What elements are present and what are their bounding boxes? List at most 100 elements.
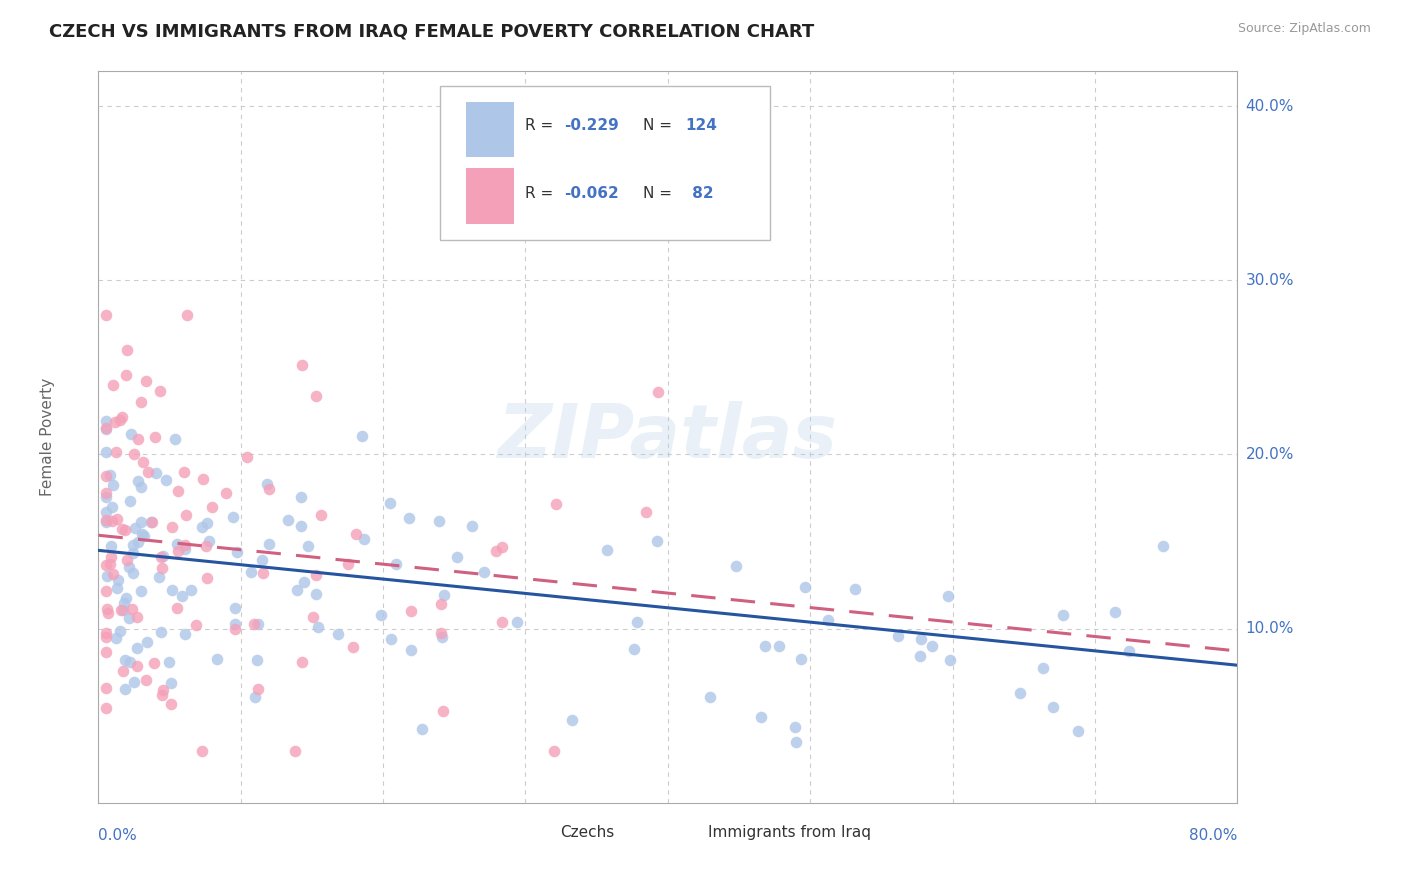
- Point: [101, 377, 124, 392]
- Point: [107, 573, 129, 587]
- Point: [794, 580, 817, 594]
- Point: [127, 474, 149, 488]
- Point: [259, 483, 281, 497]
- Point: [118, 611, 141, 625]
- Point: [1032, 661, 1054, 675]
- Point: [94, 681, 117, 696]
- Point: [129, 584, 152, 599]
- Point: [105, 581, 128, 595]
- Point: [165, 433, 187, 447]
- Point: [125, 640, 148, 655]
- Point: [145, 466, 167, 480]
- Point: [149, 384, 172, 398]
- Point: [104, 445, 127, 459]
- Point: [222, 509, 245, 524]
- Point: [250, 553, 273, 567]
- Point: [114, 591, 136, 606]
- Point: [1118, 644, 1140, 658]
- Point: [157, 656, 180, 670]
- Point: [399, 643, 422, 657]
- Point: [284, 743, 307, 757]
- Point: [699, 690, 721, 704]
- Point: [195, 571, 218, 585]
- Point: [112, 596, 135, 610]
- Point: [754, 639, 776, 653]
- Point: [101, 500, 124, 515]
- Point: [94, 490, 117, 504]
- Point: [246, 682, 269, 697]
- Point: [224, 622, 246, 636]
- Point: [132, 455, 155, 469]
- Point: [432, 704, 454, 718]
- Point: [380, 632, 402, 646]
- Point: [104, 415, 127, 429]
- Point: [127, 658, 149, 673]
- Point: [135, 374, 157, 388]
- Text: Source: ZipAtlas.com: Source: ZipAtlas.com: [1237, 22, 1371, 36]
- Point: [96, 569, 118, 583]
- Point: [150, 625, 173, 640]
- Point: [103, 566, 125, 581]
- Point: [105, 631, 128, 645]
- Point: [938, 589, 960, 603]
- Point: [1042, 700, 1064, 714]
- Point: [724, 558, 747, 573]
- Point: [101, 515, 124, 529]
- Point: [129, 480, 152, 494]
- Point: [277, 513, 299, 527]
- FancyBboxPatch shape: [665, 820, 702, 845]
- Point: [844, 582, 866, 597]
- Point: [491, 541, 513, 555]
- Point: [112, 664, 135, 678]
- Point: [166, 537, 188, 551]
- Point: [124, 521, 146, 535]
- Point: [239, 566, 262, 580]
- Point: [790, 651, 813, 665]
- Point: [115, 553, 138, 567]
- Text: 40.0%: 40.0%: [1246, 99, 1294, 113]
- Point: [94, 631, 117, 645]
- Point: [129, 395, 152, 409]
- Point: [166, 601, 188, 615]
- Point: [114, 523, 136, 537]
- FancyBboxPatch shape: [440, 86, 770, 240]
- Point: [139, 515, 162, 529]
- Point: [127, 432, 149, 446]
- Point: [124, 674, 146, 689]
- Point: [125, 610, 148, 624]
- Point: [433, 588, 456, 602]
- Point: [311, 508, 333, 522]
- Point: [155, 473, 177, 487]
- Point: [350, 428, 373, 442]
- Point: [108, 624, 131, 638]
- Point: [307, 620, 329, 634]
- Point: [446, 549, 468, 564]
- Point: [195, 516, 218, 531]
- FancyBboxPatch shape: [467, 169, 515, 224]
- Point: [111, 522, 134, 536]
- Point: [243, 690, 266, 704]
- Point: [224, 601, 246, 615]
- Point: [94, 583, 117, 598]
- Point: [118, 655, 141, 669]
- Text: Immigrants from Iraq: Immigrants from Iraq: [707, 824, 870, 839]
- Text: R =: R =: [526, 118, 558, 133]
- Text: R =: R =: [526, 186, 558, 201]
- Text: 124: 124: [685, 118, 717, 133]
- Point: [94, 486, 117, 500]
- Point: [100, 539, 122, 553]
- Point: [257, 537, 280, 551]
- Point: [160, 520, 183, 534]
- Point: [910, 632, 932, 647]
- Point: [121, 538, 143, 552]
- Point: [98, 557, 121, 571]
- Point: [108, 412, 131, 426]
- Text: 20.0%: 20.0%: [1246, 447, 1294, 462]
- Point: [201, 500, 224, 514]
- FancyBboxPatch shape: [517, 820, 554, 845]
- Point: [111, 410, 134, 425]
- Point: [148, 569, 170, 583]
- Point: [353, 532, 375, 546]
- Point: [149, 549, 172, 564]
- Point: [135, 673, 157, 688]
